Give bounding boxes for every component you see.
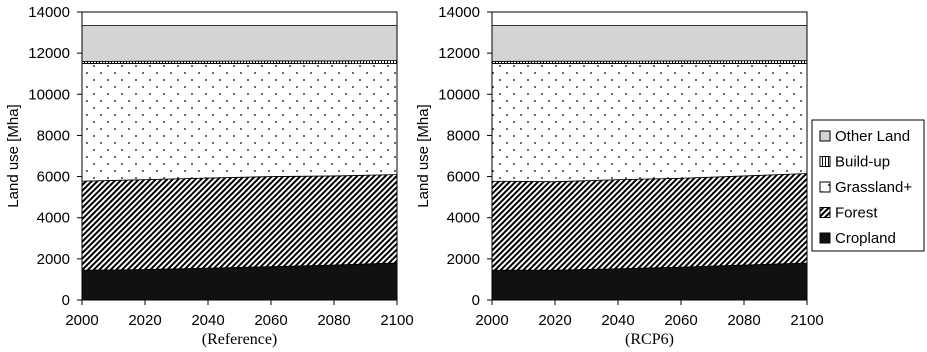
y-tick-label: 0 bbox=[472, 292, 480, 309]
legend-label-cropland: Cropland bbox=[835, 230, 896, 247]
y-axis-label: Land use [Mha] bbox=[415, 104, 432, 207]
legend-swatch-grassland bbox=[819, 181, 831, 193]
chart-panel-reference: 0 2000 4000 6000 8000 10000 12000 14000 2000 2020… bbox=[5, 4, 414, 348]
chart-panel-rcp6: 0 2000 4000 6000 8000 10000 12000 14000 2000 2020… bbox=[415, 4, 824, 348]
area-grassland bbox=[491, 63, 808, 183]
x-tick-label: 2040 bbox=[191, 312, 224, 329]
area-other-land bbox=[81, 24, 398, 62]
y-tick-label: 10000 bbox=[438, 86, 480, 103]
legend: Other Land Build-up Grassland+ Forest Cropla… bbox=[811, 119, 925, 252]
y-tick-label: 14000 bbox=[28, 4, 70, 21]
y-tick-label: 6000 bbox=[447, 169, 480, 186]
legend-label-forest: Forest bbox=[835, 205, 878, 222]
y-tick-label: 4000 bbox=[447, 210, 480, 227]
legend-swatch-build-up bbox=[819, 156, 831, 167]
y-tick-label: 12000 bbox=[28, 45, 70, 62]
y-tick-label: 2000 bbox=[37, 251, 70, 268]
plot-frame bbox=[81, 11, 398, 301]
x-tick-label: 2100 bbox=[380, 312, 413, 329]
legend-swatch-other-land bbox=[819, 130, 831, 142]
x-tick-label: 2000 bbox=[475, 312, 508, 329]
area-forest bbox=[491, 173, 808, 271]
y-tick-label: 8000 bbox=[37, 127, 70, 144]
legend-swatch-cropland bbox=[819, 232, 831, 244]
x-tick-label: 2020 bbox=[538, 312, 571, 329]
y-tick-label: 10000 bbox=[28, 86, 70, 103]
legend-box bbox=[811, 119, 925, 252]
y-tick-label: 4000 bbox=[37, 210, 70, 227]
legend-label-build-up: Build-up bbox=[835, 154, 890, 171]
x-tick-label: 2060 bbox=[664, 312, 697, 329]
x-tick-label: 2060 bbox=[254, 312, 287, 329]
x-tick-label: 2040 bbox=[601, 312, 634, 329]
x-tick-label: 2000 bbox=[65, 312, 98, 329]
area-grassland bbox=[81, 63, 398, 182]
y-tick-label: 0 bbox=[62, 292, 70, 309]
y-tick-label: 14000 bbox=[438, 4, 480, 21]
y-tick-label: 12000 bbox=[438, 45, 480, 62]
chart-subtitle: (Reference) bbox=[202, 331, 278, 348]
y-tick-label: 8000 bbox=[447, 127, 480, 144]
y-tick-label: 6000 bbox=[37, 169, 70, 186]
x-tick-label: 2020 bbox=[128, 312, 161, 329]
x-tick-label: 2100 bbox=[790, 312, 823, 329]
area-forest bbox=[81, 174, 398, 271]
y-tick-label: 2000 bbox=[447, 251, 480, 268]
chart-subtitle: (RCP6) bbox=[625, 331, 674, 348]
x-tick-label: 2080 bbox=[727, 312, 760, 329]
plot-frame bbox=[491, 11, 808, 301]
legend-swatch-forest bbox=[819, 207, 831, 218]
x-tick-label: 2080 bbox=[317, 312, 350, 329]
legend-label-other-land: Other Land bbox=[835, 128, 910, 145]
legend-label-grassland: Grassland+ bbox=[835, 179, 912, 196]
y-axis-label: Land use [Mha] bbox=[5, 104, 22, 207]
area-other-land bbox=[491, 24, 808, 62]
